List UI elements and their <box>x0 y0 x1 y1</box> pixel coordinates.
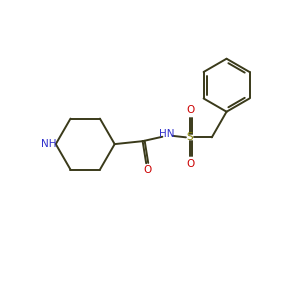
Text: S: S <box>186 132 193 142</box>
Text: O: O <box>186 105 194 115</box>
Text: O: O <box>186 159 194 170</box>
Text: O: O <box>143 165 152 175</box>
Text: HN: HN <box>159 129 175 140</box>
Text: NH: NH <box>41 139 56 149</box>
